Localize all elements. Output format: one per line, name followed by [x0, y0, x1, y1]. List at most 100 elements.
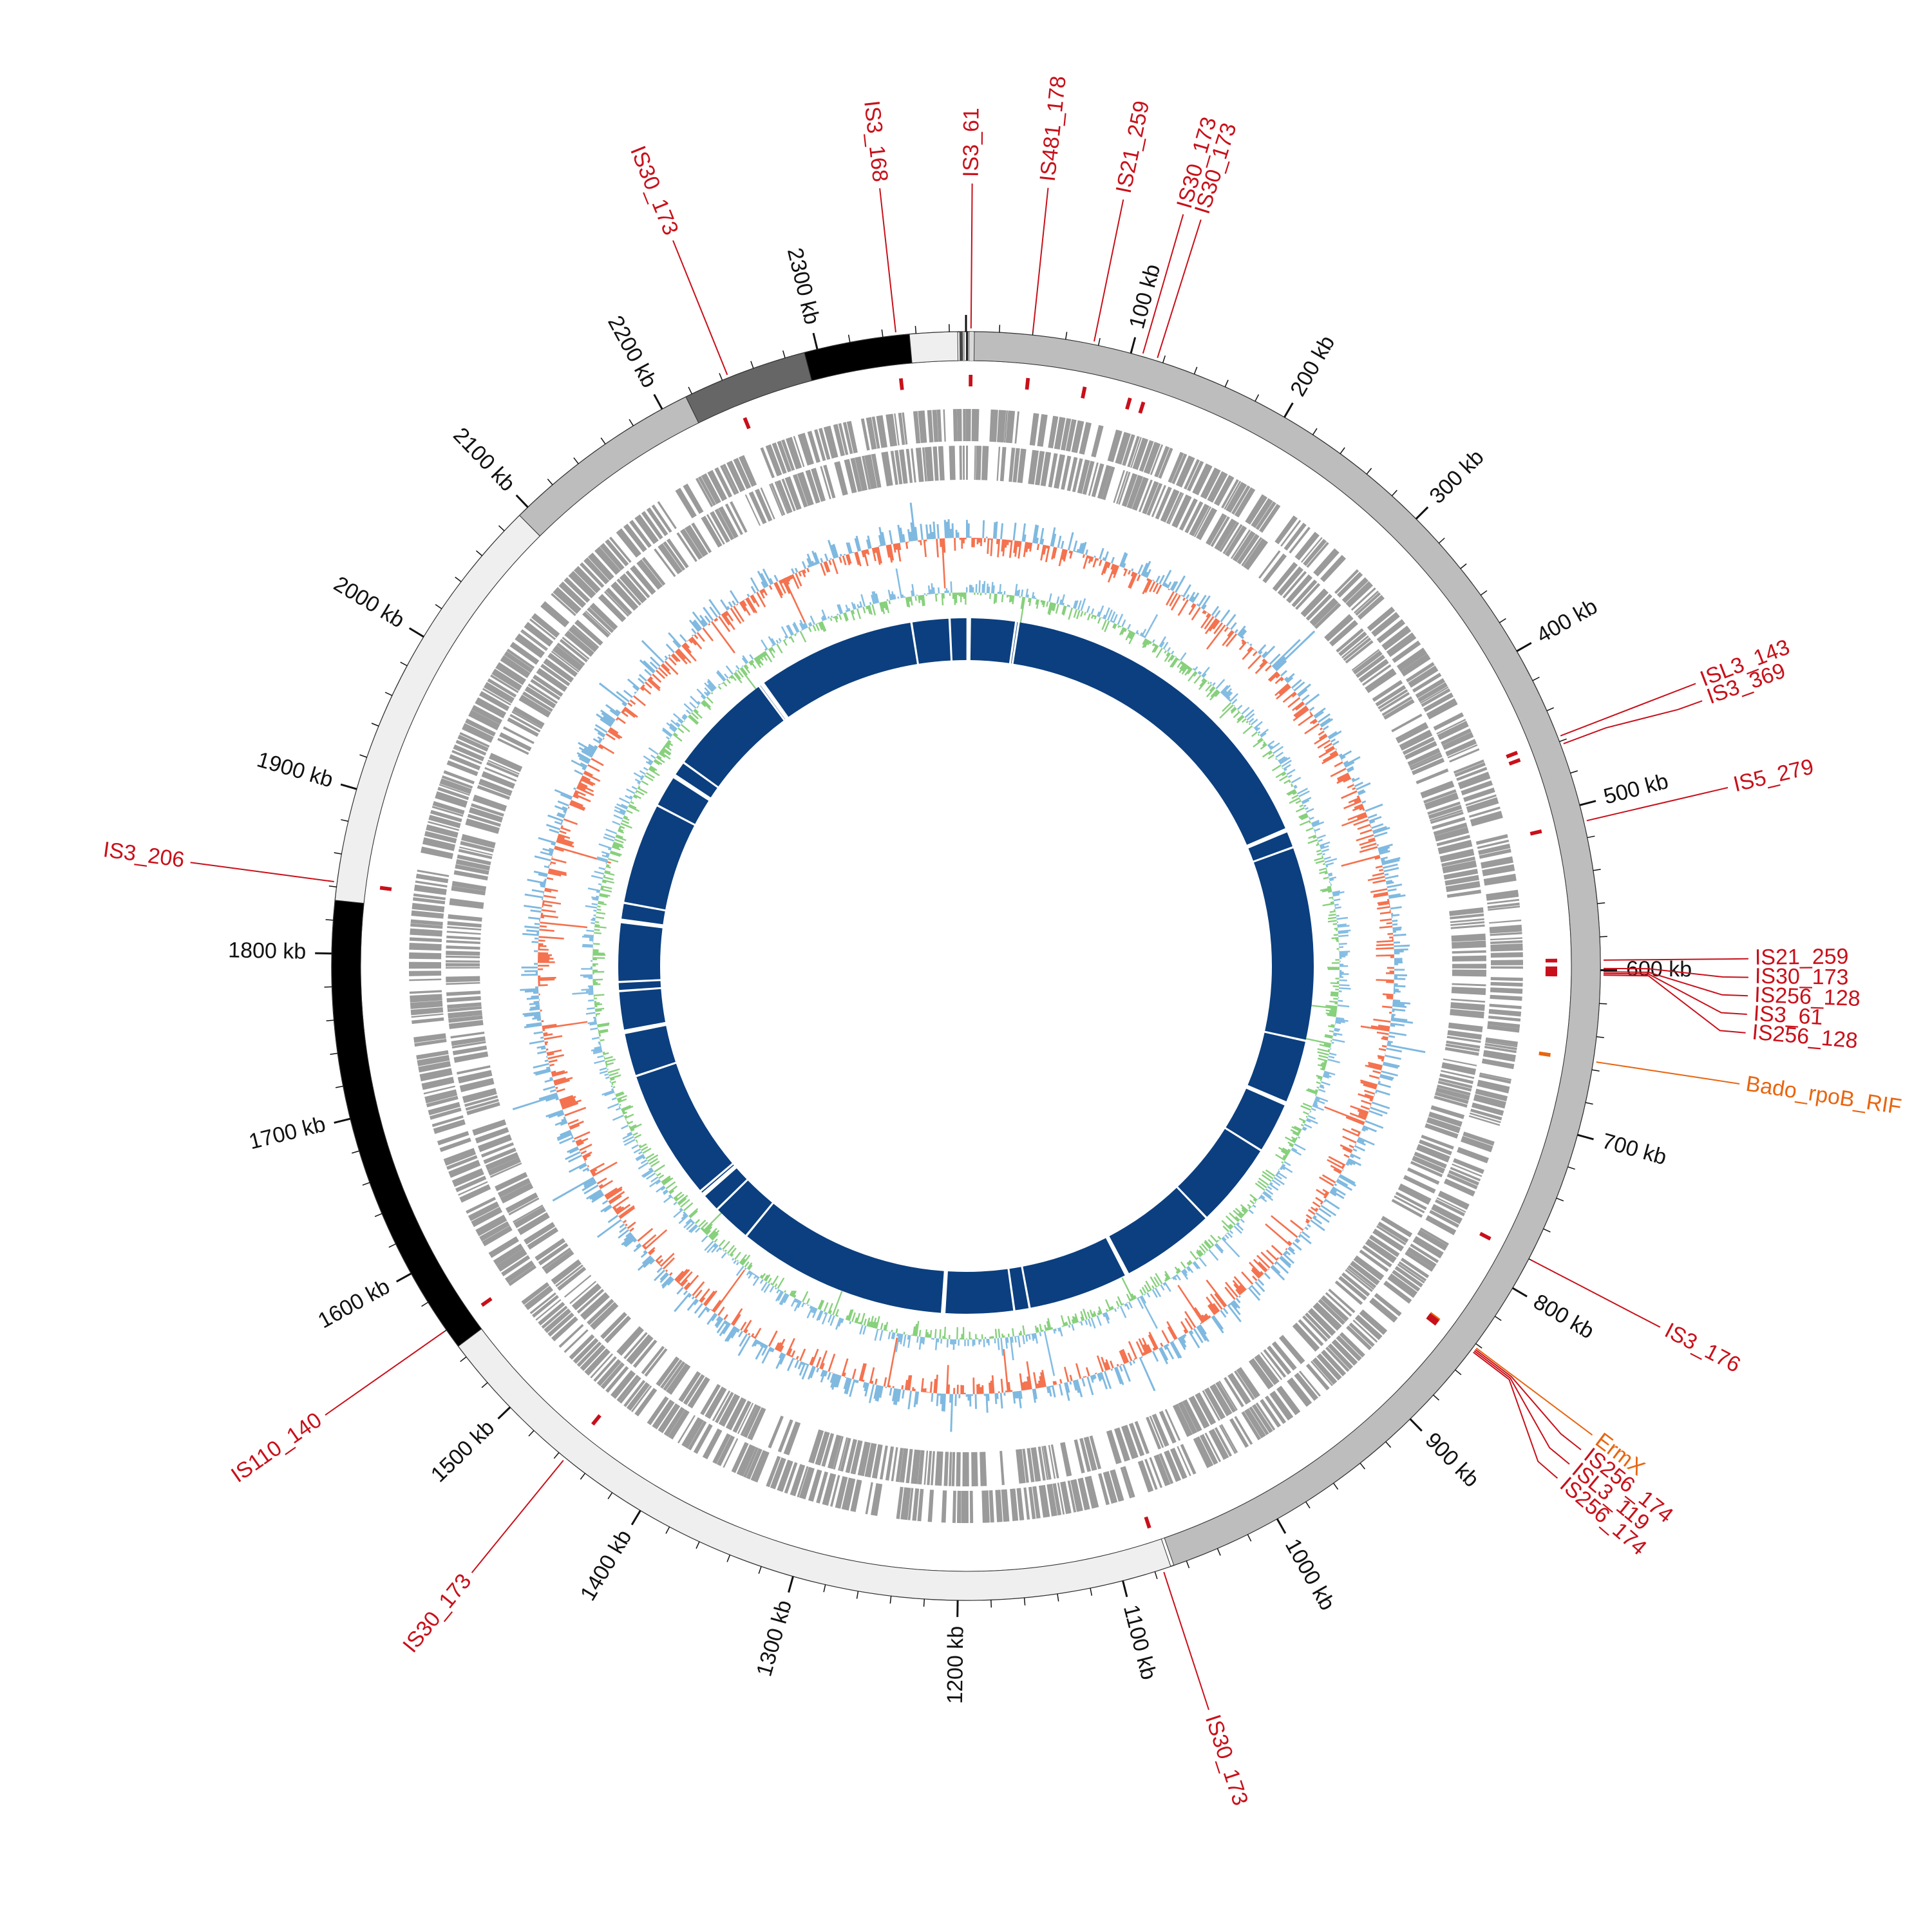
gene-forward	[1437, 721, 1469, 741]
gene-reverse	[1376, 1225, 1406, 1245]
gene-forward	[412, 897, 446, 905]
gene-reverse	[1324, 614, 1354, 642]
gene-forward	[981, 1490, 990, 1523]
gene-forward	[907, 1488, 914, 1520]
tick-label: 2300 kb	[782, 245, 824, 327]
gene-forward	[520, 630, 547, 651]
gene-reverse	[1121, 473, 1138, 507]
gene-forward	[1485, 1037, 1518, 1046]
gene-forward	[1406, 1247, 1437, 1269]
gene-reverse	[462, 1088, 497, 1103]
gene-reverse	[457, 1065, 491, 1075]
feature-marker	[1539, 1051, 1551, 1057]
gene-forward	[1445, 739, 1477, 757]
gene-forward	[1475, 834, 1508, 845]
gene-reverse	[744, 494, 761, 526]
annotation-leader-line	[970, 183, 973, 329]
gene-forward	[1490, 937, 1522, 941]
gene-reverse	[547, 652, 578, 677]
major-tick	[315, 952, 332, 955]
gene-reverse	[1449, 907, 1484, 916]
gene-reverse	[1091, 463, 1104, 498]
gene-reverse	[509, 714, 541, 733]
gene-reverse	[1271, 1341, 1297, 1371]
gene-forward	[1448, 1170, 1479, 1186]
gene-forward	[547, 1312, 574, 1337]
minor-tick	[1543, 1228, 1551, 1233]
gene-reverse	[1320, 1295, 1349, 1322]
gene-forward	[1274, 515, 1298, 545]
gene-reverse	[1227, 1372, 1251, 1405]
major-tick	[630, 1510, 641, 1526]
gene-reverse	[1375, 685, 1406, 707]
gene-reverse	[1206, 513, 1227, 545]
gene-forward	[1475, 1088, 1508, 1102]
gene-forward	[421, 1077, 455, 1090]
gene-reverse	[1041, 1446, 1048, 1481]
gene-reverse	[1027, 1448, 1035, 1482]
gene-forward	[716, 1435, 735, 1466]
gene-reverse	[1189, 504, 1210, 536]
gene-forward	[1037, 413, 1048, 447]
minor-tick	[600, 437, 606, 445]
gene-forward	[1016, 1488, 1025, 1520]
gene-reverse	[1188, 1396, 1210, 1429]
gene-reverse	[1106, 1430, 1122, 1464]
gene-reverse	[862, 455, 871, 490]
minor-tick	[1585, 1102, 1593, 1105]
resistance-gene-label: Bado_rpoB_RIF	[1744, 1072, 1903, 1119]
gene-reverse	[656, 1356, 680, 1387]
minor-tick	[330, 1052, 338, 1055]
gene-forward	[1023, 1487, 1030, 1520]
minor-tick	[1057, 1593, 1059, 1602]
is-element-label: IS3_61	[1753, 1001, 1824, 1030]
gene-forward	[1149, 1457, 1163, 1488]
gene-reverse	[755, 488, 773, 522]
gene-reverse	[905, 448, 913, 484]
gene-reverse	[1142, 480, 1159, 515]
gene-reverse	[1430, 809, 1463, 822]
gene-forward	[830, 1475, 840, 1507]
gene-reverse	[881, 451, 893, 487]
minor-tick	[326, 1019, 334, 1021]
gene-reverse	[1352, 650, 1383, 675]
gene-forward	[1289, 526, 1311, 554]
gene-forward	[409, 978, 442, 981]
gene-forward	[1139, 440, 1154, 472]
gene-reverse	[1193, 506, 1211, 538]
gene-forward	[1350, 587, 1376, 611]
gene-forward	[952, 1490, 956, 1523]
gene-forward	[409, 942, 442, 951]
gene-forward	[611, 1370, 636, 1399]
gene-forward	[506, 649, 535, 669]
gene-reverse	[776, 480, 793, 514]
gene-reverse	[1179, 498, 1198, 531]
gene-forward	[541, 1305, 568, 1329]
gene-forward	[521, 1282, 550, 1305]
gene-forward	[415, 873, 449, 884]
minor-tick	[629, 419, 634, 426]
gene-reverse	[1151, 1414, 1170, 1447]
feature-marker	[1530, 829, 1542, 836]
gene-forward	[1327, 1343, 1354, 1370]
gene-forward	[493, 1244, 524, 1266]
blast-block	[912, 618, 951, 664]
gene-forward	[1354, 591, 1379, 614]
is-element-label: IS21_259	[1755, 944, 1849, 969]
gene-reverse	[481, 771, 515, 789]
gene-reverse	[641, 1345, 665, 1375]
gene-reverse	[1254, 1354, 1280, 1385]
gene-forward	[496, 1248, 527, 1272]
gene-reverse	[587, 1298, 614, 1325]
gene-forward	[1005, 410, 1016, 444]
gene-forward	[1461, 1135, 1493, 1153]
gene-forward	[900, 1487, 911, 1520]
feature-marker	[1025, 377, 1030, 390]
minor-tick	[481, 1382, 488, 1388]
gene-reverse	[715, 1392, 734, 1423]
gene-reverse	[864, 454, 877, 489]
gene-reverse	[815, 1431, 830, 1466]
gene-forward	[1478, 843, 1511, 855]
gene-forward	[1410, 1243, 1439, 1264]
minor-tick	[1255, 394, 1260, 402]
